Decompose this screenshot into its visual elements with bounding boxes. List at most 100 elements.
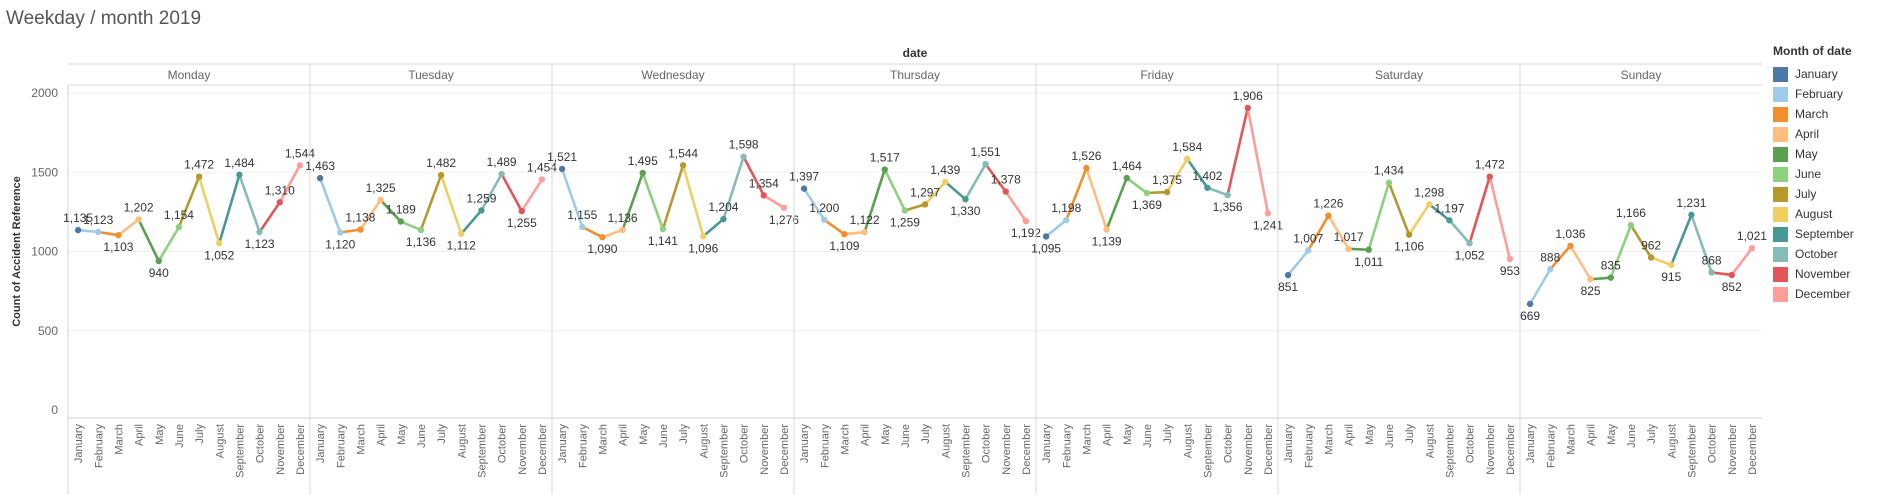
x-tick-label: May (154, 424, 166, 445)
legend-item-june[interactable]: June (1773, 164, 1893, 184)
x-tick-label: February (1545, 424, 1557, 469)
data-label: 1,155 (567, 208, 597, 222)
legend-item-january[interactable]: January (1773, 64, 1893, 84)
series-segment (137, 218, 161, 263)
data-label: 1,495 (628, 154, 658, 168)
x-tick-label: January (1041, 424, 1053, 464)
legend-item-july[interactable]: July (1773, 184, 1893, 204)
x-tick-label: September (718, 424, 730, 478)
data-label: 1,375 (1152, 173, 1182, 187)
data-label: 1,120 (325, 237, 355, 251)
data-label: 1,482 (426, 156, 456, 170)
data-label: 1,090 (587, 242, 617, 256)
data-label: 1,464 (1112, 159, 1142, 173)
x-tick-label: February (1303, 424, 1315, 469)
data-point-friday-july (1163, 188, 1171, 196)
y-tick-label: 0 (51, 403, 58, 417)
data-label: 1,259 (466, 191, 496, 205)
x-tick-label: January (1525, 424, 1537, 464)
data-point-monday-july (195, 173, 203, 180)
series-segment (1145, 190, 1169, 195)
x-tick-label: September (476, 424, 488, 478)
series-segment (439, 173, 463, 236)
data-label: 1,472 (1475, 158, 1505, 172)
legend-item-september[interactable]: September (1773, 224, 1893, 244)
data-label: 1,598 (729, 138, 759, 152)
x-tick-label: August (1424, 424, 1436, 458)
series-segment (1690, 213, 1713, 274)
legend-item-november[interactable]: November (1773, 264, 1893, 284)
data-label: 1,521 (547, 150, 577, 164)
data-point-tuesday-august (458, 230, 465, 237)
series-segment (964, 162, 987, 201)
data-label: 1,231 (1676, 196, 1706, 210)
data-point-thursday-april (861, 228, 868, 236)
data-point-saturday-november (1486, 173, 1493, 180)
data-label: 1,204 (708, 200, 738, 214)
legend-item-march[interactable]: March (1773, 104, 1893, 124)
data-point-monday-october (256, 228, 263, 236)
series-segment (1327, 214, 1350, 251)
legend-swatch (1773, 146, 1788, 162)
legend-swatch (1773, 246, 1788, 262)
x-tick-label: May (638, 424, 650, 445)
x-tick-label: January (1283, 424, 1295, 464)
legend-item-april[interactable]: April (1773, 124, 1893, 144)
series-segment (1528, 267, 1552, 306)
series-segment (197, 175, 221, 245)
data-point-wednesday-may (639, 169, 646, 177)
data-point-saturday-august (1426, 201, 1433, 208)
data-label: 1,226 (1313, 197, 1343, 211)
data-label: 1,138 (345, 211, 375, 225)
data-label: 1,017 (1334, 230, 1364, 244)
series-segment (943, 180, 967, 201)
data-label: 1,200 (809, 201, 839, 215)
series-segment (359, 198, 382, 231)
legend-item-february[interactable]: February (1773, 84, 1893, 104)
x-tick-label: January (315, 424, 327, 464)
legend-swatch (1773, 226, 1788, 242)
data-label: 1,007 (1293, 231, 1323, 245)
series-segment (883, 168, 907, 212)
data-label: 953 (1500, 264, 1520, 278)
x-tick-label: March (1081, 424, 1093, 455)
legend-swatch (1773, 186, 1788, 202)
x-tick-label: August (1666, 424, 1678, 458)
y-tick-label: 1000 (31, 245, 58, 259)
legend-item-december[interactable]: December (1773, 284, 1893, 304)
data-point-thursday-june (901, 207, 909, 214)
data-label: 1,526 (1071, 149, 1101, 163)
legend-item-october[interactable]: October (1773, 244, 1893, 264)
data-point-wednesday-october (740, 153, 747, 160)
data-label: 1,544 (668, 146, 698, 160)
legend-item-may[interactable]: May (1773, 144, 1893, 164)
legend-swatch (1773, 286, 1788, 302)
data-point-sunday-june (1627, 221, 1635, 229)
data-label: 915 (1661, 270, 1681, 284)
data-point-sunday-october (1708, 269, 1715, 276)
x-tick-label: December (295, 424, 307, 475)
x-tick-label: March (355, 424, 367, 455)
x-tick-label: May (1364, 424, 1376, 445)
series-segment (459, 209, 483, 236)
data-label: 1,517 (870, 151, 900, 165)
data-point-tuesday-november (518, 207, 525, 215)
data-label: 888 (1540, 250, 1560, 264)
x-tick-label: October (739, 424, 751, 463)
data-point-monday-may (155, 257, 162, 265)
y-tick-label: 2000 (31, 86, 58, 100)
data-label: 1,463 (305, 159, 335, 173)
series-segment (500, 172, 524, 213)
data-point-sunday-july (1647, 254, 1655, 261)
x-tick-label: January (799, 424, 811, 464)
data-label: 1,112 (447, 239, 476, 253)
x-tick-label: August (1182, 424, 1194, 458)
data-label: 1,330 (950, 204, 980, 218)
series-segment (681, 163, 705, 238)
legend-item-august[interactable]: August (1773, 204, 1893, 224)
series-segment (217, 173, 241, 245)
x-tick-label: May (396, 424, 408, 445)
data-label: 1,551 (971, 145, 1001, 159)
data-point-saturday-january (1284, 271, 1292, 279)
data-point-wednesday-june (659, 225, 667, 233)
